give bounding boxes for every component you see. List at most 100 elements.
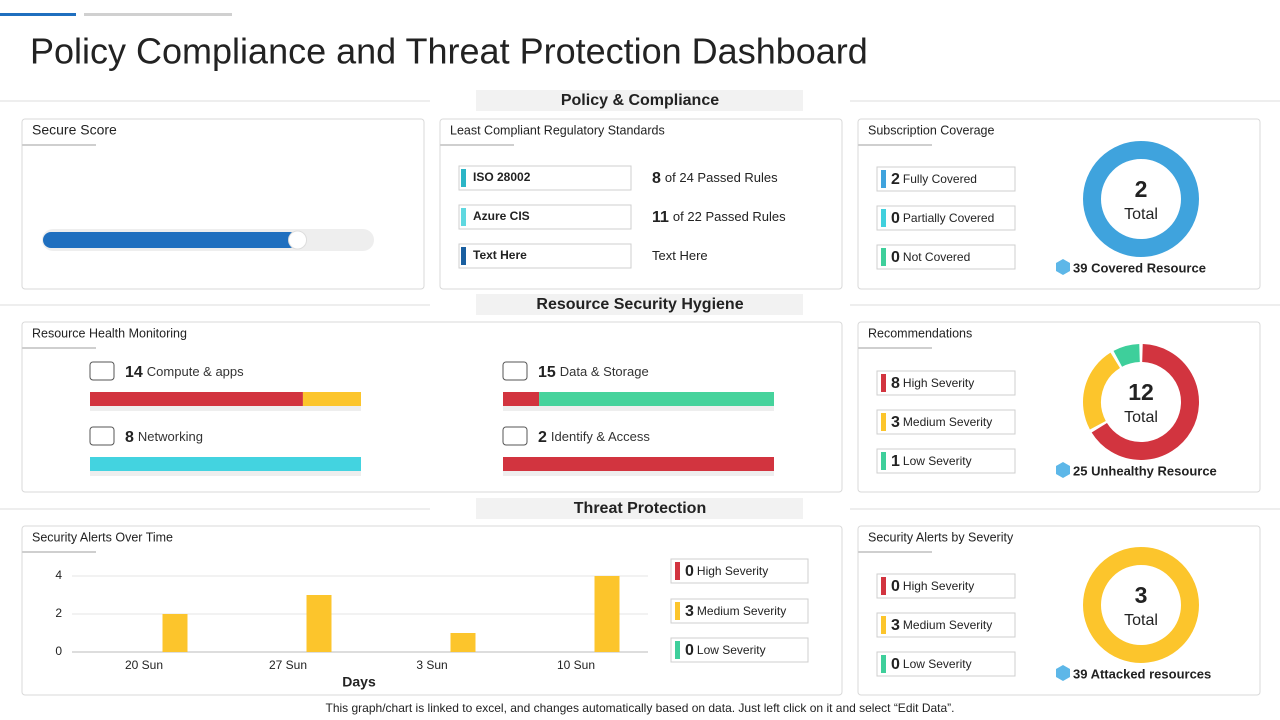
legend-count: 3 [685,603,694,620]
standard-name: ISO 28002 [473,170,531,184]
standard-box [458,243,632,269]
standard-swatch [461,247,466,265]
legend-swatch [881,209,886,227]
cube-icon [1056,665,1070,681]
legend-label: Fully Covered [903,172,977,186]
donut-footer: 39 Covered Resource [1073,260,1206,275]
standard-passed: 8 [652,170,661,187]
health-bar-segment [302,392,361,406]
x-tick-label: 27 Sun [269,658,307,672]
donut-footer: 25 Unhealthy Resource [1073,463,1217,478]
legend-label: Medium Severity [903,618,992,632]
health-label: Networking [138,429,203,444]
legend-count: 0 [891,578,900,595]
cube-icon [1056,462,1070,478]
standard-result: 8 of 24 Passed Rules [652,170,778,187]
y-tick-label: 0 [55,644,62,658]
section-header-box [476,294,803,315]
bar [162,614,188,652]
legend-box [876,370,1016,396]
section-header-box [476,90,803,111]
standard-rest: of 24 Passed Rules [665,170,778,185]
health-bar-segment [503,457,774,471]
legend-box [876,573,1016,599]
legend-box [670,598,809,624]
health-bar-segment [503,392,540,406]
legend-item: 2 Fully Covered [891,171,977,188]
health-item: 2 Identify & Access [538,429,650,446]
standard-result: Text Here [652,248,708,263]
legend-swatch [675,641,680,659]
legend-label: Low Severity [903,454,972,468]
legend-box [876,651,1016,677]
legend-box [670,637,809,663]
legend-label: Partially Covered [903,211,994,225]
legend-swatch [881,374,886,392]
legend-swatch [881,616,886,634]
card-title: Least Compliant Regulatory Standards [450,123,665,137]
card-title: Secure Score [32,122,117,138]
donut-total: 12 [1128,379,1154,405]
donut-segment [1091,344,1199,460]
legend-item: 3 Medium Severity [891,617,992,634]
legend-label: High Severity [697,564,768,578]
card-title: Recommendations [868,326,972,340]
legend-count: 0 [891,210,900,227]
legend-item: 0 Partially Covered [891,210,994,227]
bar [306,595,332,652]
health-count: 2 [538,429,547,446]
cube-icon [1056,259,1070,275]
section-header: Policy & Compliance [561,92,719,109]
legend-label: High Severity [903,376,974,390]
bar [594,576,620,652]
footnote: This graph/chart is linked to excel, and… [326,701,955,715]
legend-box [876,448,1016,474]
legend-count: 3 [891,414,900,431]
legend-swatch [881,248,886,266]
legend-box [876,409,1016,435]
legend-box [876,205,1016,231]
x-tick-label: 10 Sun [557,658,595,672]
score-knob [288,230,308,250]
card-title: Security Alerts by Severity [868,530,1014,544]
legend-label: High Severity [903,579,974,593]
legend-swatch [881,577,886,595]
standard-result: 11 of 22 Passed Rules [652,209,786,226]
legend-swatch [881,170,886,188]
donut-total-label: Total [1124,206,1158,223]
health-item: 14 Compute & apps [125,364,244,381]
score-fill [43,232,298,248]
donut-total: 2 [1135,176,1148,202]
legend-label: Low Severity [903,657,972,671]
legend-item: 8 High Severity [891,375,974,392]
health-label: Identify & Access [551,429,650,444]
health-bar-segment [90,457,361,471]
standard-name: Text Here [473,248,527,262]
donut-segment [1083,141,1199,257]
legend-count: 0 [891,249,900,266]
legend-box [876,166,1016,192]
legend-item: 0 Low Severity [891,656,972,673]
legend-label: Medium Severity [697,604,786,618]
health-item: 8 Networking [125,429,203,446]
legend-swatch [675,562,680,580]
card-title: Subscription Coverage [868,123,995,137]
x-tick-label: 3 Sun [416,658,447,672]
health-icon [89,426,115,446]
health-label: Compute & apps [147,364,244,379]
legend-swatch [881,452,886,470]
deco-line [84,13,232,16]
legend-item: 1 Low Severity [891,453,972,470]
donut-segment [1083,547,1199,663]
legend-box [876,612,1016,638]
standard-rest: Text Here [652,248,708,263]
legend-box [670,558,809,584]
standard-name: Azure CIS [473,209,530,223]
legend-item: 3 Medium Severity [685,603,786,620]
standard-box [458,165,632,191]
y-tick-label: 2 [55,606,62,620]
donut-total-label: Total [1124,409,1158,426]
health-count: 14 [125,364,143,381]
legend-label: Medium Severity [903,415,992,429]
legend-swatch [881,413,886,431]
